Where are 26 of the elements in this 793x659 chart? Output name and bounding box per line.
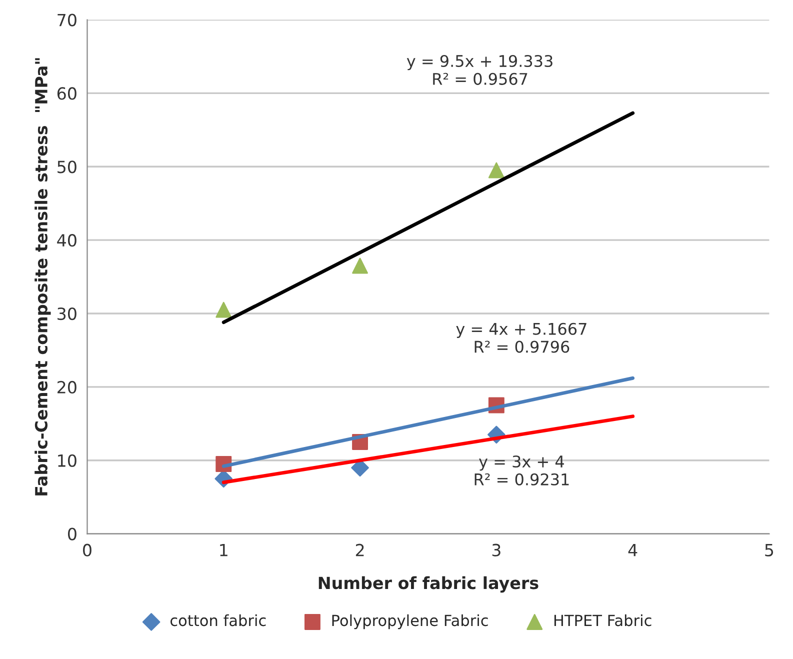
y-tick-label: 20 (58, 380, 76, 394)
annotation: y = 4x + 5.1667 R² = 0.9796 (456, 322, 586, 353)
y-tick-label: 0 (68, 528, 76, 540)
point (216, 302, 232, 318)
legend-label: HTPET Fabric (554, 614, 652, 626)
x-tick-label: 2 (356, 544, 364, 556)
x-tick-label: 5 (765, 544, 774, 556)
x-axis-title: Number of fabric layers (318, 576, 538, 593)
point (488, 162, 504, 178)
y-tick-label: 10 (58, 454, 76, 467)
annotation: y = 9.5x + 19.333 R² = 0.9567 (406, 54, 552, 85)
x-tick-label: 0 (83, 544, 92, 556)
y-tick-label: 50 (58, 160, 76, 174)
y-tick-label: 60 (57, 87, 76, 100)
y-tick-label: 70 (58, 14, 76, 26)
x-tick-label: 4 (628, 544, 638, 556)
y-axis-title: Fabric-Cement composite tensile stress "MPa" (34, 58, 51, 496)
x-tick-label: 1 (220, 544, 228, 556)
annotation: y = 3x + 4 R² = 0.9231 (474, 455, 569, 486)
point (351, 458, 369, 477)
x-tick-label: 3 (492, 544, 500, 556)
y-tick-label: 40 (57, 234, 76, 247)
point (352, 258, 368, 274)
legend-label: Polypropylene Fabric (332, 614, 488, 630)
y-tick-label: 30 (58, 307, 76, 320)
legend-label: cotton fabric (170, 614, 266, 626)
